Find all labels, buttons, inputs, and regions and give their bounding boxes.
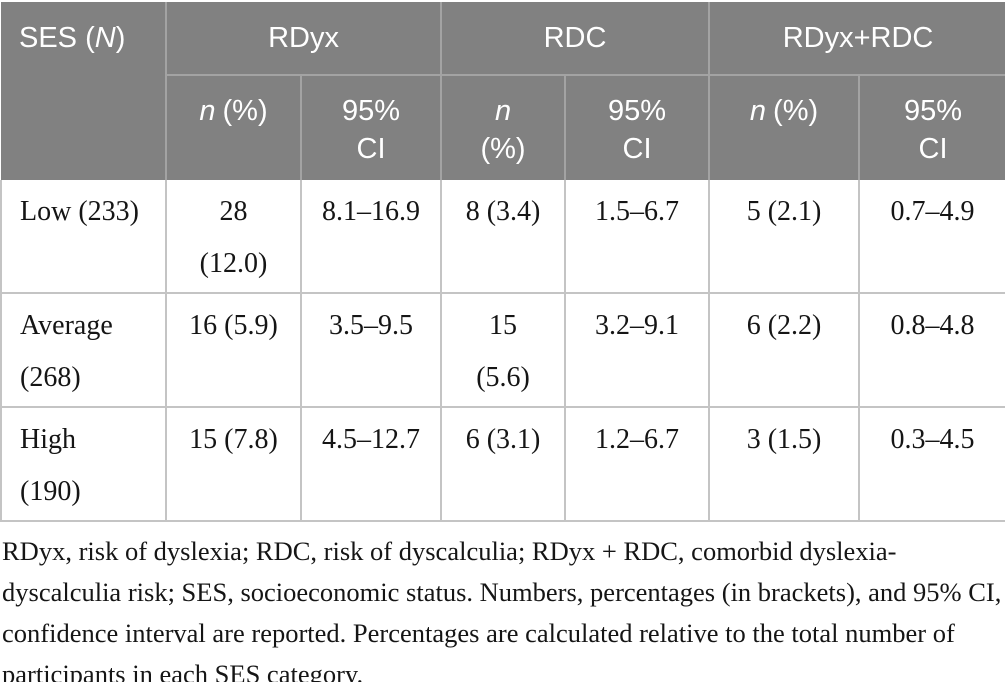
header-ses-suffix: ) (115, 22, 126, 54)
subheader-rdyx-rdc-ci: 95% CI (859, 75, 1005, 180)
cell-low-both-n: 5 (2.1) (708, 180, 861, 294)
subheader-rdyx-rdc-n-pct: n (%) (709, 75, 861, 180)
subheader-rdyx-n-pct: n (%) (166, 75, 302, 180)
italic-n-label: n (749, 95, 767, 127)
header-group-rdyx-rdc: RDyx+RDC (709, 2, 1005, 76)
table-row-low: Low (233) 28 (12.0) 8.1–16.9 8 (3.4) 1.5… (0, 180, 1005, 294)
cell-average-rdyx-n: 16 (5.9) (165, 292, 302, 408)
header-group-rdc: RDC (441, 2, 711, 76)
row-header-high: High (190) (0, 406, 167, 522)
cell-low-rdc-ci: 1.5–6.7 (564, 180, 711, 294)
cell-average-rdyx-ci: 3.5–9.5 (299, 292, 443, 408)
cell-average-rdc-n: 15 (5.6) (440, 292, 567, 408)
group-header-row: SES (N) RDyx RDC RDyx+RDC (1, 2, 1005, 180)
pct-label: (%) (773, 95, 819, 127)
table-row-average: Average (268) 16 (5.9) 3.5–9.5 15 (5.6) … (0, 292, 1005, 408)
header-ses-italic-n: N (94, 22, 116, 54)
table-body: Low (233) 28 (12.0) 8.1–16.9 8 (3.4) 1.5… (0, 180, 1005, 522)
subheader-rdc-ci: 95% CI (565, 75, 711, 180)
cell-high-rdc-n: 6 (3.1) (440, 406, 567, 522)
header-ses-prefix: SES ( (19, 22, 95, 54)
cell-high-rdc-ci: 1.2–6.7 (564, 406, 711, 522)
subheader-rdyx-ci: 95% CI (301, 75, 443, 180)
italic-n-label: n (199, 95, 216, 127)
italic-n-label: n (494, 95, 512, 127)
cell-low-rdc-n: 8 (3.4) (440, 180, 567, 294)
cell-high-both-ci: 0.3–4.5 (858, 406, 1005, 522)
table-row-high: High (190) 15 (7.8) 4.5–12.7 6 (3.1) 1.2… (0, 406, 1005, 522)
row-header-average: Average (268) (0, 292, 167, 408)
cell-low-both-ci: 0.7–4.9 (858, 180, 1005, 294)
subheader-rdc-n-pct: n (%) (441, 75, 567, 180)
table-header: SES (N) RDyx RDC RDyx+RDC n (%) 95% CI n(… (1, 2, 1005, 180)
pct-label: (%) (480, 133, 526, 165)
pct-label: (%) (222, 95, 268, 127)
sub-header-row: n (%) 95% CI n (%) 95% CI n (%) 95% CI (1, 75, 1005, 180)
cell-high-both-n: 3 (1.5) (708, 406, 861, 522)
cell-average-both-n: 6 (2.2) (708, 292, 861, 408)
header-group-rdyx: RDyx (166, 2, 443, 76)
header-ses-n: SES (N) (1, 2, 167, 180)
table-footnote: RDyx, risk of dyslexia; RDC, risk of dys… (2, 536, 1002, 682)
cell-high-rdyx-ci: 4.5–12.7 (299, 406, 443, 522)
row-header-low: Low (233) (0, 180, 167, 294)
ses-risk-table: SES (N) RDyx RDC RDyx+RDC n (%) 95% CI n(… (0, 2, 1005, 522)
cell-high-rdyx-n: 15 (7.8) (165, 406, 302, 522)
cell-low-rdyx-ci: 8.1–16.9 (299, 180, 443, 294)
cell-average-both-ci: 0.8–4.8 (858, 292, 1005, 408)
cell-low-rdyx-n: 28 (12.0) (165, 180, 302, 294)
cell-average-rdc-ci: 3.2–9.1 (564, 292, 711, 408)
